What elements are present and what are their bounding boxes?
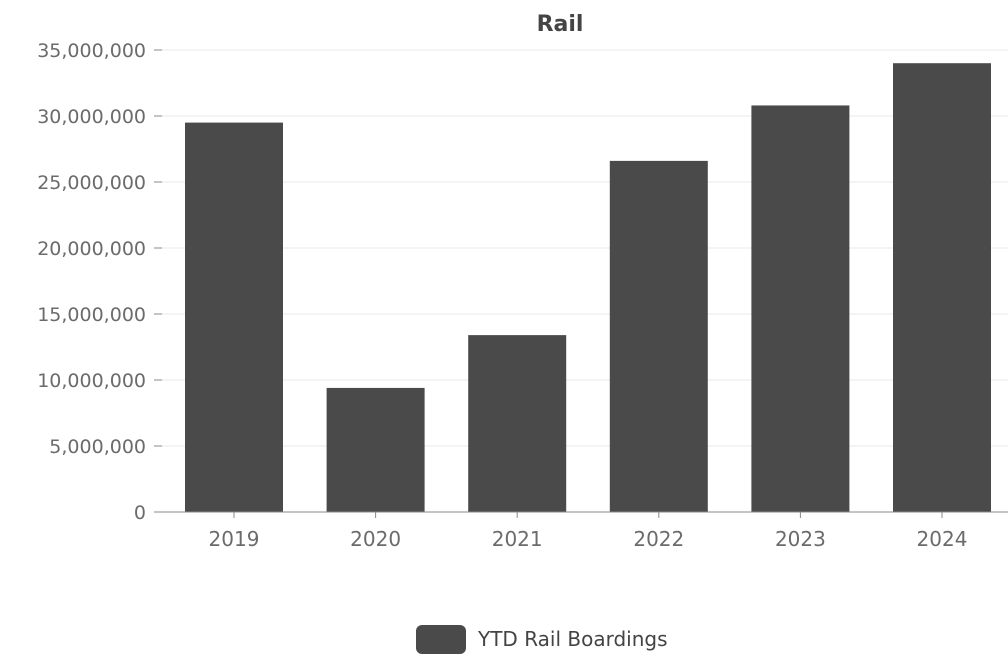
bars [185, 63, 991, 512]
y-tick-label: 20,000,000 [37, 238, 146, 260]
chart-title: Rail [537, 12, 584, 37]
y-tick-label: 10,000,000 [37, 370, 146, 392]
y-tick-label: 25,000,000 [37, 172, 146, 194]
legend[interactable]: YTD Rail Boardings [416, 625, 668, 654]
legend-swatch[interactable] [416, 625, 466, 654]
gridlines [162, 49, 1008, 447]
y-tick-label: 5,000,000 [49, 436, 146, 458]
x-tick-label: 2020 [350, 527, 401, 551]
x-tick-label: 2019 [209, 527, 260, 551]
bar-2021[interactable] [468, 335, 567, 512]
x-axis-ticks: 2019 2020 2021 2022 2023 2024 [209, 512, 968, 551]
y-tick-label: 35,000,000 [37, 40, 146, 62]
y-axis-ticks: 0 5,000,000 10,000,000 15,000,000 20,000,000… [37, 40, 162, 524]
legend-label[interactable]: YTD Rail Boardings [477, 627, 668, 651]
x-tick-label: 2022 [633, 527, 684, 551]
bar-2023[interactable] [751, 105, 850, 512]
x-tick-label: 2024 [917, 527, 968, 551]
bar-2020[interactable] [326, 387, 425, 512]
x-tick-label: 2023 [775, 527, 826, 551]
bar-2022[interactable] [609, 160, 708, 512]
bar-2024[interactable] [893, 63, 991, 512]
bar-2019[interactable] [185, 122, 283, 512]
x-tick-label: 2021 [492, 527, 543, 551]
y-tick-label: 15,000,000 [37, 304, 146, 326]
y-tick-label: 0 [134, 502, 146, 524]
y-tick-label: 30,000,000 [37, 106, 146, 128]
